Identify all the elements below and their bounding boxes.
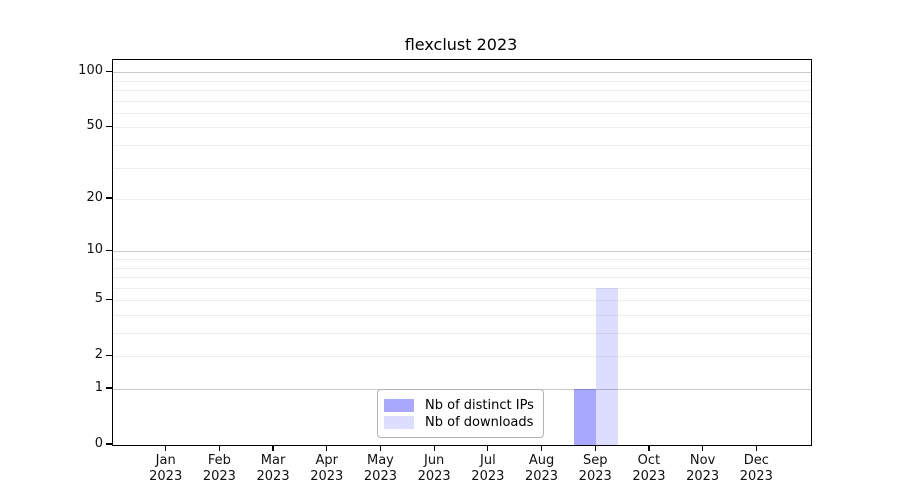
x-tick-label: Aug 2023 [512, 453, 572, 485]
gridline-minor [113, 167, 811, 169]
gridline-minor [113, 145, 811, 147]
x-tick-label: Jul 2023 [458, 453, 518, 485]
x-tick-month: Mar [260, 453, 286, 468]
x-tick-year: 2023 [524, 469, 559, 484]
legend: Nb of distinct IPs Nb of downloads [377, 389, 544, 438]
chart-title: flexclust 2023 [404, 35, 518, 54]
x-tick-year: 2023 [739, 469, 773, 484]
x-tick-year: 2023 [578, 469, 612, 484]
x-tick-month: Feb [207, 453, 231, 468]
y-tick [106, 443, 112, 445]
plot-area [112, 59, 812, 446]
y-tick-label: 10 [86, 242, 103, 258]
x-tick [702, 445, 704, 451]
x-tick [648, 445, 650, 451]
gridline-minor [113, 267, 811, 269]
y-tick-label: 20 [86, 190, 103, 206]
x-tick-year: 2023 [632, 469, 666, 484]
x-tick-year: 2023 [310, 469, 344, 484]
y-tick-label: 0 [94, 436, 103, 451]
x-tick-label: Jun 2023 [404, 453, 464, 485]
gridline-major [113, 72, 811, 74]
gridline-minor [113, 100, 811, 102]
x-tick-label: Feb 2023 [189, 453, 249, 485]
gridline-minor [113, 315, 811, 316]
y-tick [106, 125, 112, 127]
gridline-minor [113, 112, 811, 114]
x-tick [326, 445, 328, 451]
x-tick-year: 2023 [363, 469, 397, 484]
x-tick-label: Mar 2023 [243, 453, 303, 485]
x-tick-month: Jan [155, 453, 176, 468]
y-tick-label: 100 [78, 63, 103, 79]
x-tick-year: 2023 [686, 469, 720, 484]
y-tick-label: 5 [94, 291, 103, 307]
y-tick-label: 1 [94, 380, 103, 395]
legend-entry-downloads: Nb of downloads [384, 415, 533, 430]
x-tick-year: 2023 [149, 469, 183, 484]
gridline-minor [113, 80, 811, 82]
x-tick-label: Sep 2023 [565, 453, 625, 485]
y-tick [106, 387, 112, 389]
x-tick-year: 2023 [202, 469, 236, 484]
x-tick-label: May 2023 [350, 453, 410, 485]
x-tick-month: Jul [480, 453, 496, 468]
gridline-major [113, 251, 811, 253]
y-tick-label: 2 [94, 347, 103, 363]
y-tick [106, 249, 112, 251]
x-tick-year: 2023 [256, 469, 290, 484]
y-tick [106, 298, 112, 300]
x-tick [165, 445, 167, 451]
gridline-minor [113, 277, 811, 279]
gridline-minor [113, 90, 811, 92]
x-tick-label: Oct 2023 [619, 453, 679, 485]
legend-label-distinct-ips: Nb of distinct IPs [425, 398, 534, 413]
x-tick-month: Apr [315, 453, 339, 468]
legend-label-downloads: Nb of downloads [425, 415, 534, 430]
x-tick-year: 2023 [417, 469, 451, 484]
x-tick [540, 445, 543, 451]
x-tick-month: Oct [637, 453, 661, 468]
x-tick-month: Jun [423, 453, 445, 468]
gridline-minor [113, 259, 811, 260]
x-tick [755, 445, 757, 451]
x-tick-label: Jan 2023 [136, 453, 196, 485]
x-tick [594, 445, 596, 451]
x-tick-label: Nov 2023 [673, 453, 733, 485]
gridline-minor [113, 300, 811, 302]
x-tick-month: Dec [743, 453, 769, 468]
y-tick [106, 197, 112, 199]
gridline-minor [113, 127, 811, 129]
x-tick-month: Nov [689, 453, 716, 468]
x-tick [487, 445, 489, 451]
x-tick [433, 445, 435, 451]
legend-swatch-distinct-ips [384, 399, 414, 412]
x-tick-year: 2023 [471, 469, 505, 484]
x-tick [272, 445, 274, 451]
y-tick [106, 70, 112, 72]
gridline-minor [113, 287, 811, 289]
y-tick [106, 354, 112, 356]
bar-downloads [596, 287, 619, 445]
x-tick-label: Dec 2023 [726, 453, 786, 485]
gridline-minor [113, 199, 811, 201]
gridline-minor [113, 356, 811, 358]
x-tick [379, 445, 382, 451]
x-tick [218, 445, 220, 451]
legend-swatch-downloads [384, 416, 414, 429]
x-tick-month: Sep [582, 453, 608, 468]
x-tick-label: Apr 2023 [297, 453, 357, 485]
x-tick-month: Aug [528, 453, 555, 468]
x-tick-month: May [367, 453, 394, 468]
legend-entry-distinct-ips: Nb of distinct IPs [384, 398, 534, 413]
y-tick-label: 50 [86, 118, 103, 134]
bar-distinct-ips [574, 389, 597, 445]
gridline-minor [113, 333, 811, 335]
